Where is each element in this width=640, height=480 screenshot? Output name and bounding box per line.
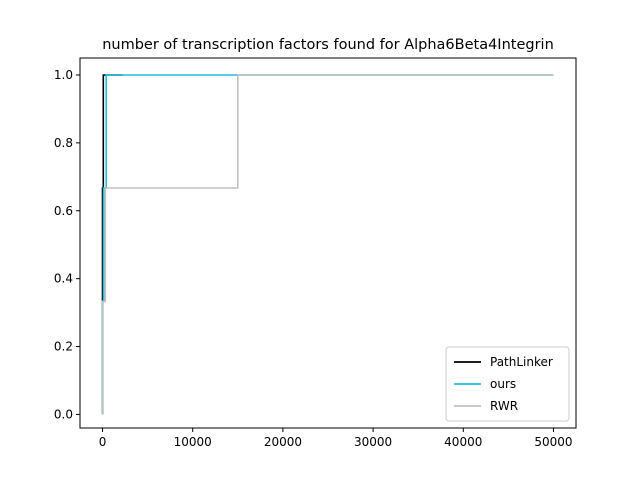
x-tick-label: 30000: [354, 435, 392, 449]
series-line-rwr: [101, 74, 554, 415]
chart-title: number of transcription factors found fo…: [102, 37, 554, 53]
x-axis: 0 10000 20000 30000 40000 50000: [99, 428, 573, 449]
y-axis: 0.0 0.2 0.4 0.6 0.8 1.0: [54, 68, 80, 421]
x-tick-label: 50000: [534, 435, 572, 449]
x-tick-label: 10000: [174, 435, 212, 449]
y-tick-label: 0.0: [54, 407, 73, 421]
y-tick-label: 0.2: [54, 340, 73, 354]
x-tick-label: 40000: [444, 435, 482, 449]
x-tick-label: 20000: [264, 435, 302, 449]
y-tick-label: 0.6: [54, 204, 73, 218]
y-tick-label: 1.0: [54, 68, 73, 82]
legend-label-pathlinker: PathLinker: [490, 355, 553, 369]
legend-box: [445, 346, 570, 422]
series-layer: [101, 74, 554, 415]
legend-label-ours: ours: [490, 377, 516, 391]
plot-frame: [79, 57, 577, 429]
legend-label-rwr: RWR: [490, 399, 518, 413]
x-tick-label: 0: [99, 435, 107, 449]
legend: PathLinker ours RWR: [445, 346, 570, 422]
y-tick-label: 0.4: [54, 272, 73, 286]
y-tick-label: 0.8: [54, 136, 73, 150]
